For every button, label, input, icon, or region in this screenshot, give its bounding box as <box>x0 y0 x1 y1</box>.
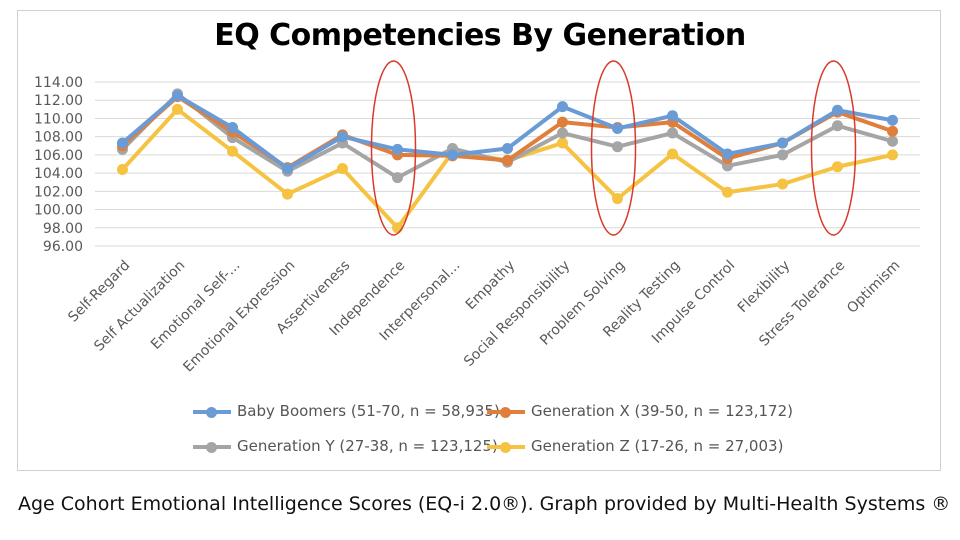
highlight-ellipse <box>370 60 417 236</box>
data-point <box>887 135 898 147</box>
y-tick-label: 96.00 <box>43 239 83 255</box>
data-point <box>777 149 788 161</box>
legend-marker <box>206 441 217 453</box>
highlight-ellipse <box>590 60 637 236</box>
data-point <box>392 143 403 155</box>
figure-caption: Age Cohort Emotional Intelligence Scores… <box>18 493 951 515</box>
data-point <box>117 137 128 149</box>
data-point <box>282 188 293 200</box>
data-point <box>887 125 898 137</box>
legend-marker <box>500 406 511 418</box>
data-point <box>392 172 403 184</box>
data-point <box>777 137 788 149</box>
data-point <box>337 131 348 143</box>
data-point <box>502 154 513 166</box>
legend-marker <box>500 441 511 453</box>
x-tick-label: Optimism <box>844 258 903 317</box>
data-point <box>887 149 898 161</box>
x-tick-label: Self Actualization <box>91 258 188 355</box>
data-point <box>887 114 898 126</box>
data-point <box>282 163 293 175</box>
y-tick-label: 110.00 <box>34 111 83 127</box>
data-point <box>777 178 788 190</box>
data-point <box>612 193 623 205</box>
highlight-ellipse <box>810 60 857 236</box>
data-point <box>172 90 183 102</box>
data-point <box>667 148 678 160</box>
data-point <box>832 161 843 173</box>
data-point <box>337 163 348 175</box>
data-point <box>227 122 238 134</box>
data-point <box>172 103 183 115</box>
data-point <box>612 141 623 153</box>
y-tick-label: 100.00 <box>34 203 83 219</box>
x-tick-label: Social Responsibility <box>461 258 573 370</box>
legend-label: Generation Y (27-38, n = 123,125) <box>237 437 498 455</box>
chart-frame <box>17 10 941 471</box>
y-tick-label: 98.00 <box>43 221 83 237</box>
legend-label: Generation Z (17-26, n = 27,003) <box>531 437 784 455</box>
data-point <box>392 222 403 234</box>
data-point <box>117 163 128 175</box>
data-point <box>557 137 568 149</box>
legend-label: Baby Boomers (51-70, n = 58,935) <box>237 402 500 420</box>
data-point <box>667 127 678 139</box>
data-point <box>557 101 568 113</box>
y-tick-label: 114.00 <box>34 75 83 91</box>
x-tick-label: Empathy <box>463 258 519 314</box>
data-point <box>832 104 843 116</box>
y-tick-label: 112.00 <box>34 93 83 109</box>
x-tick-label: Emotional Expression <box>180 258 298 376</box>
x-tick-label: Flexibility <box>735 258 794 317</box>
legend-label: Generation X (39-50, n = 123,172) <box>531 402 793 420</box>
data-point <box>722 186 733 198</box>
y-tick-label: 104.00 <box>34 166 83 182</box>
data-point <box>502 143 513 155</box>
legend-marker <box>206 406 217 418</box>
y-tick-label: 102.00 <box>34 184 83 200</box>
y-tick-label: 108.00 <box>34 130 83 146</box>
data-point <box>722 148 733 160</box>
data-point <box>612 122 623 134</box>
data-point <box>447 149 458 161</box>
y-tick-label: 106.00 <box>34 148 83 164</box>
data-point <box>557 127 568 139</box>
data-point <box>667 110 678 122</box>
data-point <box>557 116 568 128</box>
data-point <box>832 120 843 132</box>
data-point <box>227 145 238 157</box>
chart-title: EQ Competencies By Generation <box>214 18 746 53</box>
